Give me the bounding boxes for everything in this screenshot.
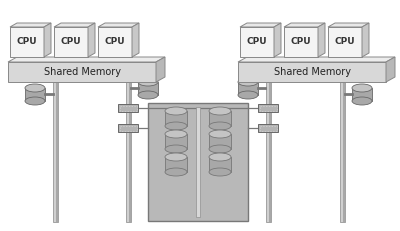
- Polygon shape: [10, 27, 44, 57]
- Text: CPU: CPU: [105, 37, 125, 46]
- Bar: [126, 82, 130, 222]
- Polygon shape: [54, 23, 95, 27]
- Polygon shape: [386, 57, 395, 82]
- Polygon shape: [328, 27, 362, 57]
- Text: CPU: CPU: [17, 37, 37, 46]
- Ellipse shape: [238, 78, 258, 86]
- Polygon shape: [10, 23, 51, 27]
- Ellipse shape: [165, 168, 187, 176]
- Polygon shape: [328, 23, 369, 27]
- Bar: [148, 103, 248, 221]
- Text: CPU: CPU: [247, 37, 267, 46]
- Text: Shared Memory: Shared Memory: [274, 67, 350, 77]
- Bar: [56, 82, 58, 222]
- Polygon shape: [318, 23, 325, 57]
- Ellipse shape: [352, 84, 372, 92]
- Ellipse shape: [165, 122, 187, 130]
- Bar: [258, 124, 278, 132]
- Text: Shared Memory: Shared Memory: [44, 67, 120, 77]
- Polygon shape: [238, 62, 386, 82]
- Bar: [120, 125, 136, 131]
- Polygon shape: [156, 57, 165, 82]
- Polygon shape: [352, 88, 372, 101]
- Polygon shape: [362, 23, 369, 57]
- Bar: [196, 107, 200, 217]
- Bar: [269, 82, 270, 222]
- Bar: [260, 106, 276, 110]
- Polygon shape: [209, 111, 231, 126]
- Text: CPU: CPU: [61, 37, 81, 46]
- Polygon shape: [88, 23, 95, 57]
- Polygon shape: [209, 157, 231, 172]
- Polygon shape: [165, 134, 187, 149]
- Bar: [118, 104, 138, 112]
- Polygon shape: [238, 57, 395, 62]
- Bar: [340, 82, 344, 222]
- Polygon shape: [54, 27, 88, 57]
- Bar: [52, 82, 58, 222]
- Ellipse shape: [209, 122, 231, 130]
- Polygon shape: [98, 27, 132, 57]
- Bar: [266, 82, 270, 222]
- Ellipse shape: [209, 168, 231, 176]
- Bar: [260, 125, 276, 131]
- Ellipse shape: [138, 78, 158, 86]
- Bar: [118, 124, 138, 132]
- Bar: [120, 106, 136, 110]
- Ellipse shape: [209, 145, 231, 153]
- Ellipse shape: [138, 91, 158, 99]
- Polygon shape: [165, 111, 187, 126]
- Ellipse shape: [165, 145, 187, 153]
- Polygon shape: [138, 82, 158, 95]
- Polygon shape: [98, 23, 139, 27]
- Polygon shape: [132, 23, 139, 57]
- Polygon shape: [274, 23, 281, 57]
- Ellipse shape: [209, 107, 231, 115]
- Polygon shape: [240, 27, 274, 57]
- Polygon shape: [284, 27, 318, 57]
- Ellipse shape: [209, 153, 231, 161]
- Polygon shape: [8, 57, 165, 62]
- Ellipse shape: [25, 97, 45, 105]
- Polygon shape: [209, 134, 231, 149]
- Bar: [258, 104, 278, 112]
- Ellipse shape: [25, 84, 45, 92]
- Polygon shape: [238, 82, 258, 95]
- Polygon shape: [8, 62, 156, 82]
- Polygon shape: [25, 88, 45, 101]
- Ellipse shape: [352, 97, 372, 105]
- Text: CPU: CPU: [291, 37, 311, 46]
- Ellipse shape: [209, 130, 231, 138]
- Ellipse shape: [165, 107, 187, 115]
- Ellipse shape: [165, 153, 187, 161]
- Polygon shape: [44, 23, 51, 57]
- Polygon shape: [284, 23, 325, 27]
- Bar: [343, 82, 344, 222]
- Ellipse shape: [165, 130, 187, 138]
- Ellipse shape: [238, 91, 258, 99]
- Bar: [129, 82, 130, 222]
- Text: CPU: CPU: [335, 37, 355, 46]
- Polygon shape: [165, 157, 187, 172]
- Polygon shape: [240, 23, 281, 27]
